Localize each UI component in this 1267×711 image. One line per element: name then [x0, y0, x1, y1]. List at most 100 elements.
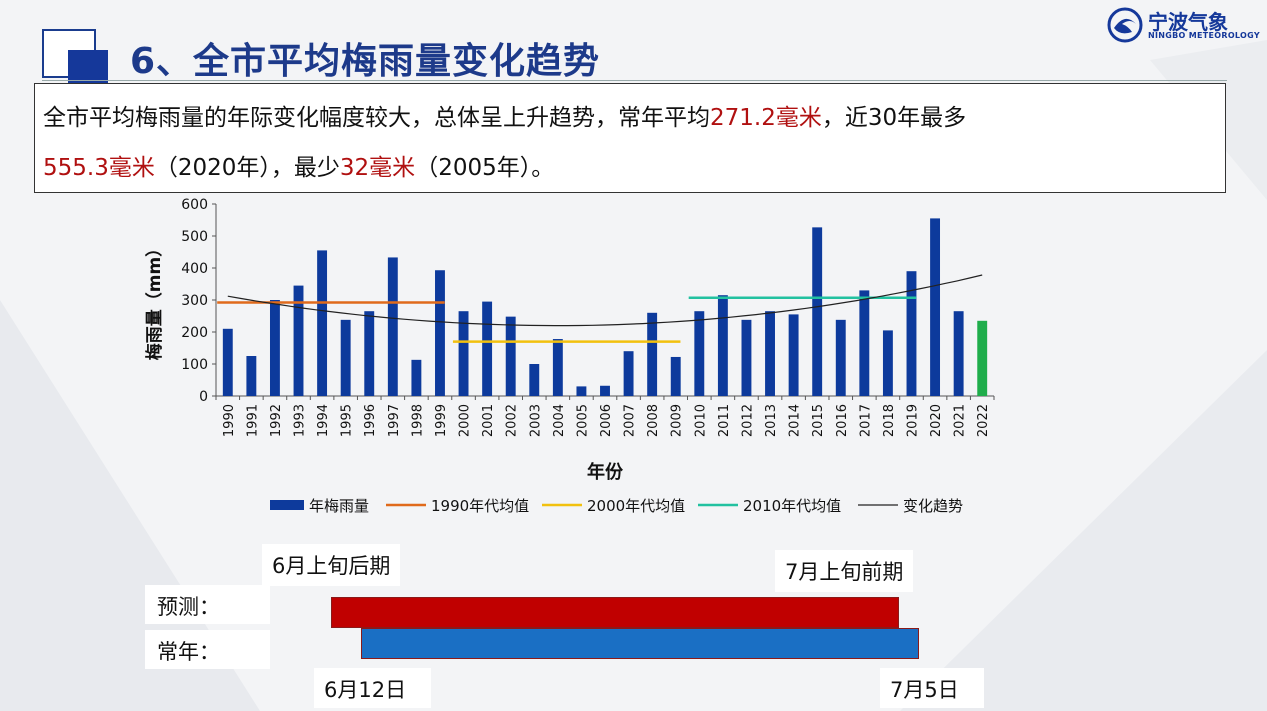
x-tick-label: 2021 — [953, 404, 968, 437]
summary-text: （2005年）。 — [415, 155, 555, 181]
normal-period-bar — [361, 628, 919, 659]
bar-1990 — [222, 328, 233, 396]
x-tick-label: 2006 — [599, 404, 614, 437]
bar-1998 — [411, 359, 422, 396]
summary-text: （2020年），最少 — [154, 155, 340, 181]
x-tick-label: 1991 — [245, 404, 260, 437]
bar-2014 — [788, 314, 799, 396]
x-tick-label: 1995 — [340, 404, 355, 437]
legend-swatch — [270, 500, 304, 510]
summary-box: 全市平均梅雨量的年际变化幅度较大，总体呈上升趋势，常年平均271.2毫米，近30… — [34, 83, 1226, 193]
x-tick-label: 2011 — [717, 404, 732, 437]
x-tick-label: 2005 — [575, 404, 590, 437]
summary-average: 271.2毫米 — [710, 105, 822, 131]
x-tick-label: 2008 — [646, 404, 661, 437]
title-divider — [42, 80, 1227, 81]
bar-2000 — [458, 311, 469, 396]
normal-row-label: 常年： — [145, 630, 270, 669]
y-tick-label: 100 — [181, 357, 208, 373]
bar-2013 — [765, 311, 775, 396]
x-tick-label: 1994 — [316, 404, 331, 437]
x-tick-label: 2019 — [905, 404, 920, 437]
bar-2020 — [930, 218, 941, 396]
bar-2009 — [670, 356, 681, 396]
bar-1995 — [340, 319, 351, 396]
x-axis-label: 年份 — [587, 461, 624, 483]
y-tick-label: 0 — [199, 389, 208, 405]
summary-line-1: 全市平均梅雨量的年际变化幅度较大，总体呈上升趋势，常年平均271.2毫米，近30… — [43, 98, 966, 132]
x-tick-label: 2015 — [811, 404, 826, 437]
x-tick-label: 1996 — [363, 404, 378, 437]
bar-2002 — [505, 316, 516, 396]
bar-2003 — [529, 364, 540, 396]
normal-start-label: 6月12日 — [314, 668, 432, 708]
bar-2004 — [552, 339, 563, 396]
x-tick-label: 1993 — [293, 404, 308, 437]
pred-end-label: 7月上旬前期 — [775, 550, 914, 592]
bar-2021 — [953, 311, 964, 396]
bar-1999 — [435, 270, 445, 396]
x-tick-label: 2000 — [458, 404, 473, 437]
bar-2001 — [482, 301, 493, 396]
bar-2008 — [647, 312, 658, 396]
pred-start-label: 6月上旬后期 — [262, 544, 401, 586]
x-tick-label: 2002 — [505, 404, 520, 437]
bar-2018 — [882, 330, 893, 396]
y-tick-label: 300 — [181, 293, 208, 309]
y-tick-label: 600 — [181, 197, 208, 213]
legend-label: 变化趋势 — [903, 497, 963, 515]
y-axis-label: 梅雨量（mm） — [144, 240, 165, 360]
x-tick-label: 2001 — [481, 404, 496, 437]
bar-2017 — [859, 290, 870, 396]
x-tick-label: 2013 — [764, 404, 779, 437]
bar-1996 — [364, 311, 375, 396]
x-tick-label: 2010 — [693, 404, 708, 437]
x-tick-label: 2003 — [528, 404, 543, 437]
trend-line — [227, 274, 983, 327]
x-tick-label: 1999 — [434, 404, 449, 437]
x-tick-label: 2018 — [882, 404, 897, 437]
x-tick-label: 2012 — [740, 404, 755, 437]
legend-label: 年梅雨量 — [309, 497, 369, 515]
bar-1993 — [293, 285, 304, 396]
bar-2006 — [600, 385, 610, 396]
y-tick-label: 500 — [181, 229, 208, 245]
summary-line-2: 555.3毫米（2020年），最少32毫米（2005年）。 — [43, 148, 554, 182]
bar-2015 — [812, 227, 823, 396]
x-tick-label: 2014 — [788, 404, 803, 437]
y-tick-label: 200 — [181, 325, 208, 341]
bar-2016 — [835, 319, 846, 396]
x-tick-label: 1992 — [269, 404, 284, 437]
summary-max: 555.3毫米 — [43, 155, 155, 181]
x-tick-label: 2022 — [976, 404, 991, 437]
bar-2011 — [717, 295, 728, 396]
x-tick-label: 1990 — [222, 404, 237, 437]
brand-name: 宁波气象 — [1148, 10, 1228, 34]
legend-label: 2010年代均值 — [743, 497, 841, 515]
pred-row-label: 预测： — [145, 585, 270, 624]
x-tick-label: 2017 — [858, 404, 873, 437]
x-tick-label: 1997 — [387, 404, 402, 437]
summary-text: ，近30年最多 — [821, 105, 967, 131]
x-tick-label: 2004 — [552, 404, 567, 437]
x-tick-label: 2007 — [623, 404, 638, 437]
page-title: 6、全市平均梅雨量变化趋势 — [130, 41, 601, 82]
normal-end-label: 7月5日 — [880, 668, 984, 708]
bar-2012 — [741, 319, 752, 396]
bar-2010 — [694, 311, 705, 396]
bar-2019 — [906, 271, 917, 396]
summary-text: 全市平均梅雨量的年际变化幅度较大，总体呈上升趋势，常年平均 — [43, 105, 710, 131]
legend-label: 1990年代均值 — [431, 497, 529, 515]
ningbo-meteorology-logo-icon — [1107, 7, 1143, 43]
bar-2022 — [977, 320, 988, 396]
bar-1994 — [317, 250, 328, 396]
x-tick-label: 1998 — [410, 404, 425, 437]
x-tick-label: 2020 — [929, 404, 944, 437]
bar-1991 — [246, 356, 257, 396]
x-tick-label: 2009 — [670, 404, 685, 437]
pred-period-bar — [331, 597, 899, 628]
x-tick-label: 2016 — [835, 404, 850, 437]
title-decoration-fill — [68, 50, 108, 83]
brand-subtitle: NINGBO METEOROLOGY — [1148, 31, 1260, 40]
summary-min: 32毫米 — [339, 155, 416, 181]
